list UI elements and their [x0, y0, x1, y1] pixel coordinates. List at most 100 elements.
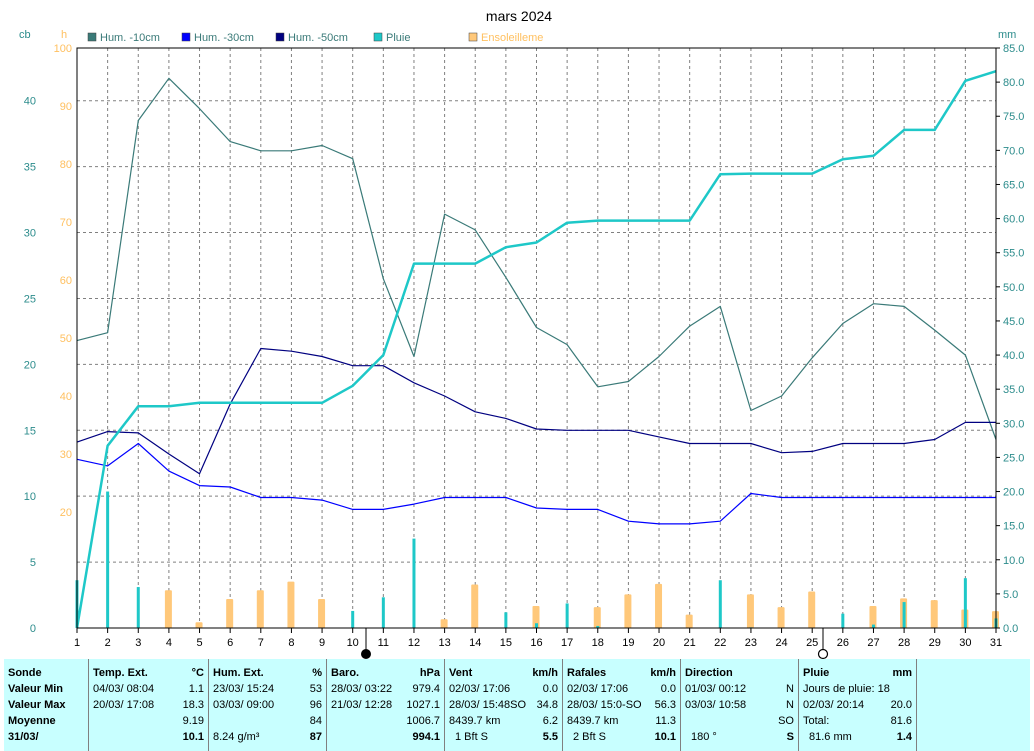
rafales-header: Rafales [567, 667, 607, 679]
baro-max-value: 1027.1 [406, 699, 440, 711]
y-h-tick-label: 20 [60, 507, 72, 519]
x-tick-label: 19 [622, 637, 634, 649]
y-cb-tick-label: 40 [24, 96, 36, 108]
sunshine-bar [930, 600, 938, 628]
sunshine-bar [318, 599, 326, 628]
x-tick-label: 28 [898, 637, 910, 649]
direction-max-time: 03/03/ 10:58 [685, 699, 747, 711]
vent-min-value: 0.0 [542, 683, 558, 695]
hum-min-time: 23/03/ 15:24 [213, 683, 275, 695]
x-tick-label: 16 [530, 637, 542, 649]
sunshine-bar [808, 591, 816, 628]
pluie-max-time: 02/03/ 20:14 [803, 699, 865, 711]
legend-swatch [87, 32, 97, 42]
row-label-current: 31/03/ [8, 731, 39, 743]
sunshine-bar [287, 581, 295, 628]
moon-phase-markers [361, 628, 829, 660]
y-h-tick-label: 30 [60, 449, 72, 461]
chart: mars 2024 cb h mm Hum. -10cm Hum. -30cm Hu… [0, 0, 1034, 660]
pluie-current: 1.4 [896, 731, 912, 743]
sunshine-bar [624, 594, 632, 628]
chart-background [0, 0, 1034, 660]
summary-col-direction: Direction 01/03/ 00:12 N 03/03/ 10:58 N SO… [680, 659, 798, 751]
y-mm-tick-label: 45.0 [1003, 316, 1024, 328]
y-cb-tick-label: 35 [24, 162, 36, 174]
hum-30cm-line [76, 442, 996, 525]
temp-current: 10.1 [182, 731, 204, 743]
pluie-header: Pluie [803, 667, 830, 679]
legend: Hum. -10cm Hum. -30cm Hum. -50cm Pluie Ensol… [87, 32, 543, 44]
summary-col-pluie: Pluie mm Jours de pluie: 18 02/03/ 20:14 2… [798, 659, 916, 751]
sunshine-bar [195, 622, 203, 628]
legend-label: Hum. -50cm [288, 32, 348, 44]
y-h-tick-label: 90 [60, 101, 72, 113]
pluie-max-value: 20.0 [890, 699, 912, 711]
x-tick-label: 2 [105, 637, 111, 649]
vent-distance: 8439.7 km [449, 715, 501, 727]
y-mm-tick-label: 60.0 [1003, 214, 1024, 226]
row-label-min: Valeur Min [8, 683, 64, 695]
left-outer-unit: cb [19, 29, 31, 41]
y-mm-tick-label: 55.0 [1003, 248, 1024, 260]
summary-panel: Sonde Valeur Min Valeur Max Moyenne 31/0… [4, 659, 1030, 751]
y-mm-tick-label: 65.0 [1003, 179, 1024, 191]
sunshine-bar [440, 619, 448, 628]
x-tick-label: 18 [592, 637, 604, 649]
temp-unit: °C [191, 667, 204, 679]
y-mm-tick-label: 50.0 [1003, 282, 1024, 294]
legend-label: Hum. -30cm [194, 32, 254, 44]
legend-swatch [181, 32, 191, 42]
x-tick-label: 10 [347, 637, 359, 649]
sunshine-bar [532, 605, 540, 628]
rain-bar [381, 597, 385, 628]
legend-label: Hum. -10cm [100, 32, 160, 44]
hum-min-value: 53 [309, 683, 322, 695]
direction-mean: SO [778, 715, 794, 727]
y-cb-tick-label: 25 [24, 293, 36, 305]
sonde-header: Sonde [8, 667, 42, 679]
rain-bar [535, 623, 538, 628]
x-tick-label: 7 [258, 637, 264, 649]
y-h-tick-label: 80 [60, 159, 72, 171]
legend-swatch [275, 32, 285, 42]
sunshine-bar [869, 605, 877, 628]
pluie-current-total: 81.6 mm [809, 731, 852, 743]
y-cb-tick-label: 15 [24, 425, 36, 437]
pluie-total-label: Total: [803, 715, 830, 727]
pluie-unit: mm [892, 667, 912, 679]
direction-min-value: N [786, 683, 794, 695]
summary-col-baro: Baro. hPa 28/03/ 03:22 979.4 21/03/ 12:28 1… [326, 659, 444, 751]
legend-label: Ensoleilleme [481, 32, 543, 44]
hum-unit: % [312, 667, 322, 679]
x-tick-label: 20 [653, 637, 665, 649]
y-h-tick-label: 60 [60, 275, 72, 287]
rain-bar [504, 612, 508, 628]
hum-header: Hum. Ext. [213, 667, 264, 679]
x-tick-label: 29 [929, 637, 941, 649]
rain-bar [412, 538, 416, 628]
x-tick-label: 6 [227, 637, 233, 649]
x-tick-label: 17 [561, 637, 573, 649]
y-mm-tick-label: 75.0 [1003, 111, 1024, 123]
hum-10cm-line [76, 77, 997, 440]
x-tick-label: 4 [166, 637, 172, 649]
hum-mean: 84 [309, 715, 322, 727]
rafales-mean: 11.3 [655, 715, 676, 727]
y-mm-tick-label: 20.0 [1003, 487, 1024, 499]
grid [77, 48, 996, 628]
rafales-min-value: 0.0 [660, 683, 676, 695]
baro-header: Baro. [331, 667, 360, 679]
sunshine-bars [164, 581, 999, 628]
x-tick-label: 8 [288, 637, 294, 649]
chart-title: mars 2024 [486, 8, 552, 24]
baro-mean: 1006.7 [406, 715, 440, 727]
legend-swatch [468, 32, 478, 42]
y-cb-tick-label: 20 [24, 359, 36, 371]
y-mm-tick-label: 25.0 [1003, 452, 1024, 464]
row-label-mean: Moyenne [8, 715, 56, 727]
y-mm-tick-label: 70.0 [1003, 145, 1024, 157]
rain-cumulative-line [75, 70, 997, 629]
axes: 1 2 3 4 5 6 7 8 9 10 11 12 13 14 15 16 17 18 19 20 21 22 23 24 2… [24, 43, 1025, 649]
baro-min-value: 979.4 [412, 683, 440, 695]
hum-absolute: 8.24 g/m³ [213, 731, 260, 743]
